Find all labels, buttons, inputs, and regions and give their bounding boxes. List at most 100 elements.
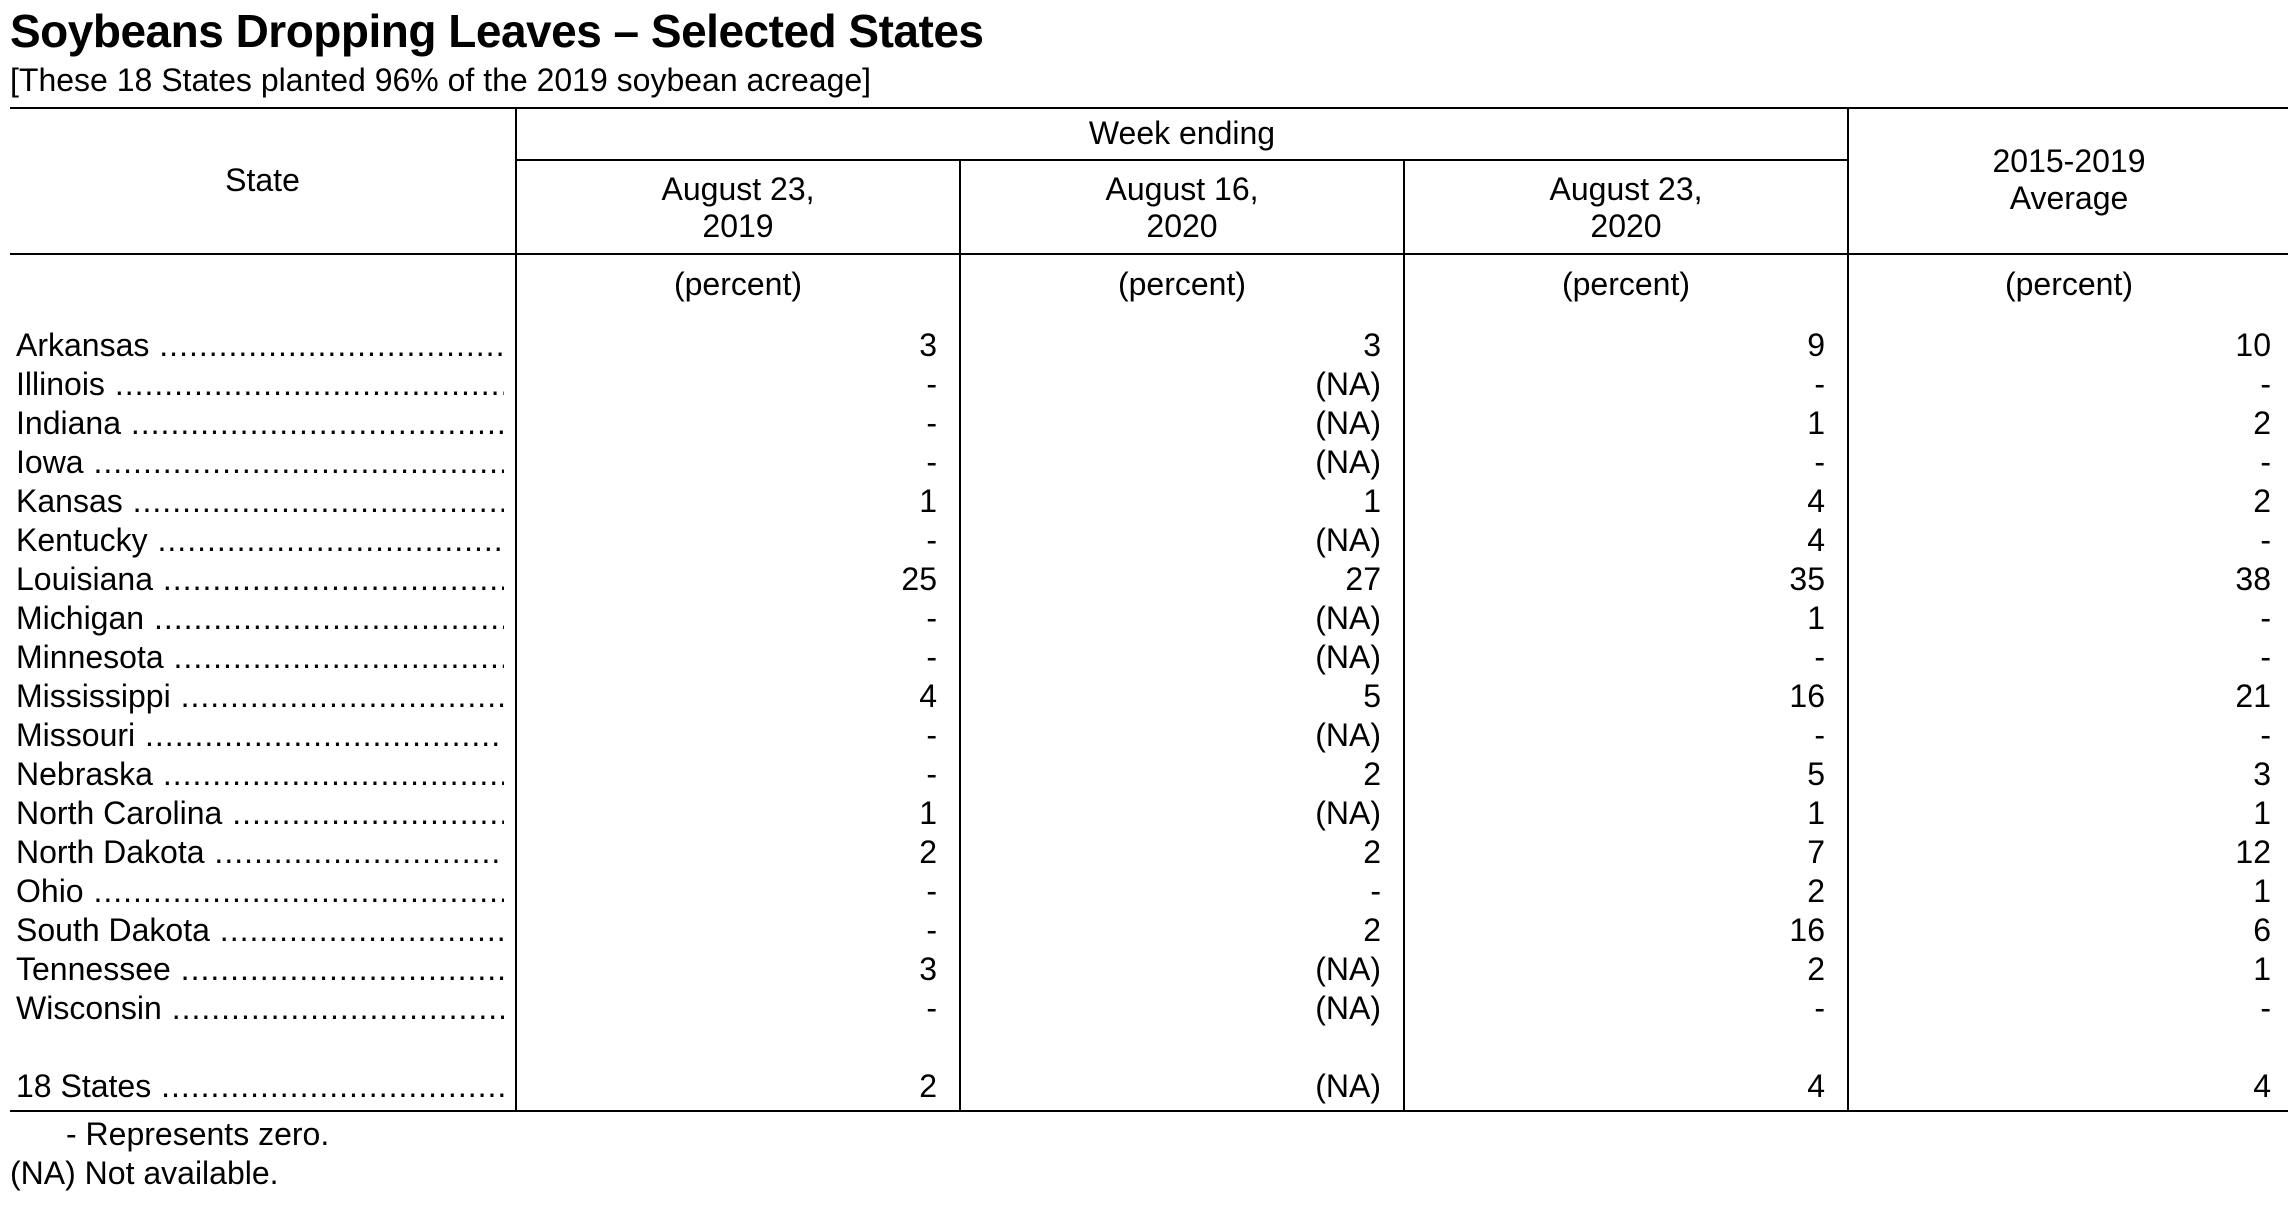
page-subtitle: [These 18 States planted 96% of the 2019… bbox=[10, 62, 872, 98]
table-row: North Dakota 2 2 7 12 bbox=[0, 833, 2292, 872]
state-name: South Dakota bbox=[16, 911, 504, 950]
header-col-average: 2015-2019 Average bbox=[1992, 143, 2146, 216]
table-bottom-rule bbox=[10, 1110, 2288, 1112]
state-name: Louisiana bbox=[16, 560, 504, 599]
cell-value: 2 bbox=[1807, 951, 1825, 987]
cell-value: 5 bbox=[1363, 678, 1381, 714]
cell-value: (NA) bbox=[1315, 639, 1381, 675]
column-divider bbox=[1403, 159, 1405, 1111]
cell-value: (NA) bbox=[1315, 405, 1381, 441]
cell-value: - bbox=[1814, 366, 1825, 402]
week-ending-rule bbox=[516, 159, 1848, 161]
state-name: Minnesota bbox=[16, 638, 504, 677]
cell-value: - bbox=[926, 600, 937, 636]
table-row: Kansas 1 1 4 2 bbox=[0, 482, 2292, 521]
cell-value: (NA) bbox=[1315, 795, 1381, 831]
table-row: Michigan - (NA) 1 - bbox=[0, 599, 2292, 638]
cell-value: - bbox=[2260, 990, 2271, 1026]
cell-value: - bbox=[1370, 873, 1381, 909]
cell-value: 1 bbox=[1807, 405, 1825, 441]
cell-value: 3 bbox=[919, 327, 937, 363]
cell-value: - bbox=[926, 717, 937, 753]
cell-value: - bbox=[926, 756, 937, 792]
table-row: Tennessee 3 (NA) 2 1 bbox=[0, 950, 2292, 989]
table-row-total: 18 States 2 (NA) 4 4 bbox=[0, 1067, 2292, 1106]
header-col-aug23-2020: August 23, 2020 bbox=[1549, 171, 1703, 244]
cell-value: 12 bbox=[2235, 834, 2271, 870]
header-col-aug16-2020: August 16, 2020 bbox=[1105, 171, 1259, 244]
state-name: Michigan bbox=[16, 599, 504, 638]
table-row: Louisiana 25 27 35 38 bbox=[0, 560, 2292, 599]
cell-value: - bbox=[926, 522, 937, 558]
state-name: Tennessee bbox=[16, 950, 504, 989]
state-name: Arkansas bbox=[16, 326, 504, 365]
cell-value: 25 bbox=[901, 561, 937, 597]
state-name: 18 States bbox=[16, 1067, 504, 1106]
cell-value: (NA) bbox=[1315, 717, 1381, 753]
cell-value: 2 bbox=[2253, 405, 2271, 441]
header-bottom-rule bbox=[10, 253, 2288, 255]
state-name: Ohio bbox=[16, 872, 504, 911]
state-name: Wisconsin bbox=[16, 989, 504, 1028]
cell-value: 3 bbox=[919, 951, 937, 987]
cell-value: 1 bbox=[1363, 483, 1381, 519]
cell-value: 16 bbox=[1789, 912, 1825, 948]
cell-value: 2 bbox=[919, 834, 937, 870]
cell-value: 1 bbox=[2253, 873, 2271, 909]
header-col-aug23-2019: August 23, 2019 bbox=[661, 171, 815, 244]
cell-value: - bbox=[2260, 600, 2271, 636]
state-name: North Carolina bbox=[16, 794, 504, 833]
cell-value: - bbox=[1814, 990, 1825, 1026]
cell-value: - bbox=[2260, 522, 2271, 558]
header-week-ending: Week ending bbox=[1088, 115, 1276, 151]
unit-label: (percent) bbox=[673, 266, 803, 302]
cell-value: - bbox=[1814, 444, 1825, 480]
table-row: South Dakota - 2 16 6 bbox=[0, 911, 2292, 950]
column-divider bbox=[959, 159, 961, 1111]
cell-value: 2 bbox=[2253, 483, 2271, 519]
table-row: Iowa - (NA) - - bbox=[0, 443, 2292, 482]
cell-value: - bbox=[2260, 639, 2271, 675]
cell-value: 7 bbox=[1807, 834, 1825, 870]
unit-label: (percent) bbox=[1117, 266, 1247, 302]
cell-value: 4 bbox=[1807, 522, 1825, 558]
cell-value: 6 bbox=[2253, 912, 2271, 948]
cell-value: 1 bbox=[2253, 951, 2271, 987]
cell-value: - bbox=[926, 639, 937, 675]
cell-value: (NA) bbox=[1315, 522, 1381, 558]
cell-value: 2 bbox=[919, 1068, 937, 1104]
cell-value: (NA) bbox=[1315, 366, 1381, 402]
cell-value: 4 bbox=[919, 678, 937, 714]
table-row: Kentucky - (NA) 4 - bbox=[0, 521, 2292, 560]
cell-value: 3 bbox=[2253, 756, 2271, 792]
column-divider bbox=[515, 107, 517, 1111]
cell-value: - bbox=[926, 912, 937, 948]
table-row: Nebraska - 2 5 3 bbox=[0, 755, 2292, 794]
header-state: State bbox=[225, 162, 300, 198]
cell-value: - bbox=[926, 366, 937, 402]
table-row: Mississippi 4 5 16 21 bbox=[0, 677, 2292, 716]
cell-value: 1 bbox=[2253, 795, 2271, 831]
cell-value: - bbox=[2260, 366, 2271, 402]
table-row: Minnesota - (NA) - - bbox=[0, 638, 2292, 677]
cell-value: - bbox=[2260, 717, 2271, 753]
cell-value: 4 bbox=[2253, 1068, 2271, 1104]
state-name: Indiana bbox=[16, 404, 504, 443]
cell-value: - bbox=[1814, 639, 1825, 675]
cell-value: 10 bbox=[2235, 327, 2271, 363]
cell-value: 16 bbox=[1789, 678, 1825, 714]
state-name: North Dakota bbox=[16, 833, 504, 872]
cell-value: 4 bbox=[1807, 483, 1825, 519]
unit-label: (percent) bbox=[1561, 266, 1691, 302]
table-row: Illinois - (NA) - - bbox=[0, 365, 2292, 404]
cell-value: (NA) bbox=[1315, 600, 1381, 636]
cell-value: 4 bbox=[1807, 1068, 1825, 1104]
cell-value: 35 bbox=[1789, 561, 1825, 597]
cell-value: 38 bbox=[2235, 561, 2271, 597]
table-row: Wisconsin - (NA) - - bbox=[0, 989, 2292, 1028]
state-name: Kansas bbox=[16, 482, 504, 521]
cell-value: 1 bbox=[919, 483, 937, 519]
state-name: Mississippi bbox=[16, 677, 504, 716]
cell-value: 2 bbox=[1363, 756, 1381, 792]
state-name: Illinois bbox=[16, 365, 504, 404]
